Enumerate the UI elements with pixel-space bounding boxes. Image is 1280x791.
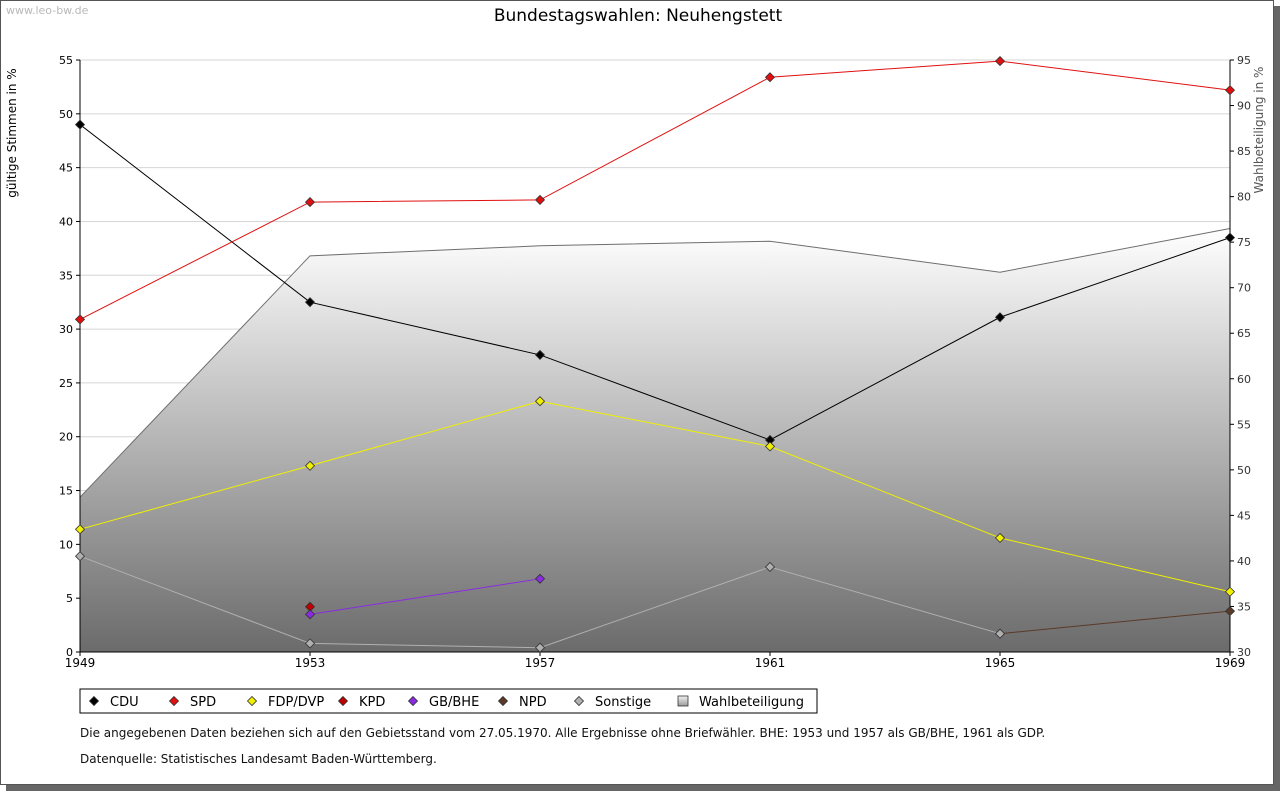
y-tick-label: 20 (59, 431, 73, 444)
y2-tick-label: 95 (1237, 54, 1251, 67)
y2-tick-label: 55 (1237, 418, 1251, 431)
legend-marker-kpd (337, 695, 349, 707)
data-point-fdp-dvp (304, 460, 316, 471)
turnout-area (80, 228, 1230, 652)
y-tick-label: 55 (59, 54, 73, 67)
data-point-gb-bhe (304, 609, 316, 620)
series-line-gb-bhe (309, 578, 541, 615)
data-point-spd (304, 197, 316, 208)
legend-marker-fdp-dvp (246, 695, 258, 707)
legend-label-npd: NPD (519, 695, 547, 710)
data-point-cdu (534, 349, 546, 360)
y2-tick-label: 45 (1237, 509, 1251, 522)
data-point-cdu (304, 297, 316, 308)
y-tick-label: 10 (59, 538, 73, 551)
x-tick-label: 1949 (65, 656, 96, 670)
legend-label-gb-bhe: GB/BHE (429, 695, 479, 710)
legend-marker-wahlbeteiligung (677, 695, 689, 707)
data-point-npd (1224, 606, 1236, 617)
legend-label-kpd: KPD (359, 695, 385, 710)
watermark: www.leo-bw.de (6, 4, 89, 17)
data-point-sonstige (534, 642, 546, 653)
data-point-spd (534, 194, 546, 205)
legend-label-sonstige: Sonstige (595, 695, 651, 710)
legend-label-spd: SPD (190, 695, 216, 710)
data-point-cdu (74, 119, 86, 130)
y-tick-label: 50 (59, 108, 73, 121)
y2-tick-label: 90 (1237, 100, 1251, 113)
data-point-gb-bhe (534, 573, 546, 584)
data-point-fdp-dvp (74, 524, 86, 535)
legend-marker-npd (497, 695, 509, 707)
y2-tick-label: 30 (1237, 646, 1251, 659)
legend-box (79, 688, 818, 714)
y-tick-label: 15 (59, 485, 73, 498)
y2-tick-label: 85 (1237, 145, 1251, 158)
x-tick-label: 1965 (985, 656, 1016, 670)
y2-tick-label: 75 (1237, 236, 1251, 249)
y-tick-label: 35 (59, 269, 73, 282)
y2-tick-label: 60 (1237, 373, 1251, 386)
legend-label-wahlbeteiligung: Wahlbeteiligung (699, 695, 804, 710)
data-point-cdu (994, 312, 1006, 323)
y2-axis-label: Wahlbeteiligung in % (1252, 67, 1266, 194)
y-tick-label: 40 (59, 215, 73, 228)
legend-marker-spd (168, 695, 180, 707)
data-point-spd (764, 72, 776, 83)
y2-tick-label: 65 (1237, 327, 1251, 340)
y-axis-label: gültige Stimmen in % (5, 68, 19, 197)
y-tick-label: 45 (59, 162, 73, 175)
y2-tick-label: 40 (1237, 555, 1251, 568)
data-point-spd (994, 56, 1006, 67)
data-point-fdp-dvp (1224, 586, 1236, 597)
note-gebietsstand: Die angegebenen Daten beziehen sich auf … (80, 726, 1046, 740)
y-tick-label: 30 (59, 323, 73, 336)
legend-label-fdp-dvp: FDP/DVP (268, 695, 324, 710)
data-point-sonstige (74, 551, 86, 562)
series-line-fdp-dvp (79, 400, 1231, 593)
y2-tick-label: 50 (1237, 464, 1251, 477)
y2-tick-label: 80 (1237, 191, 1251, 204)
series-line-spd (79, 60, 1231, 320)
series-layer (74, 56, 1236, 653)
legend-marker-cdu (88, 695, 100, 707)
data-point-spd (74, 314, 86, 325)
data-point-spd (1224, 85, 1236, 96)
x-tick-label: 1961 (755, 656, 786, 670)
legend: CDU SPD FDP/DVP KPD GB/BHE NPD Sonstige Wahlbet… (79, 688, 818, 714)
data-point-fdp-dvp (994, 532, 1006, 543)
data-point-fdp-dvp (534, 396, 546, 407)
y-tick-label: 5 (66, 592, 73, 605)
y2-tick-label: 35 (1237, 600, 1251, 613)
data-point-fdp-dvp (764, 441, 776, 452)
y-tick-label: 25 (59, 377, 73, 390)
x-tick-label: 1957 (525, 656, 556, 670)
axis-layer: 0 5 10 15 20 25 30 35 40 45 50 55 30 35 40 45 50 55 60 65 70… (59, 54, 1251, 670)
note-datenquelle: Datenquelle: Statistisches Landesamt Bad… (80, 752, 437, 766)
data-point-sonstige (764, 561, 776, 573)
legend-marker-gb-bhe (407, 695, 419, 707)
turnout-line (79, 228, 1231, 498)
legend-marker-sonstige (573, 695, 585, 707)
turnout-area-layer (79, 228, 1231, 652)
y-tick-label: 0 (66, 646, 73, 659)
x-tick-label: 1953 (295, 656, 326, 670)
x-tick-label: 1969 (1215, 656, 1246, 670)
series-line-cdu (79, 124, 1231, 441)
series-line-npd (999, 610, 1231, 635)
legend-label-cdu: CDU (110, 695, 139, 710)
data-point-sonstige (304, 638, 316, 649)
y2-tick-label: 70 (1237, 282, 1251, 295)
data-point-sonstige (994, 628, 1006, 639)
data-point-cdu (1224, 232, 1236, 243)
chart-title: Bundestagswahlen: Neuhengstett (494, 6, 783, 26)
